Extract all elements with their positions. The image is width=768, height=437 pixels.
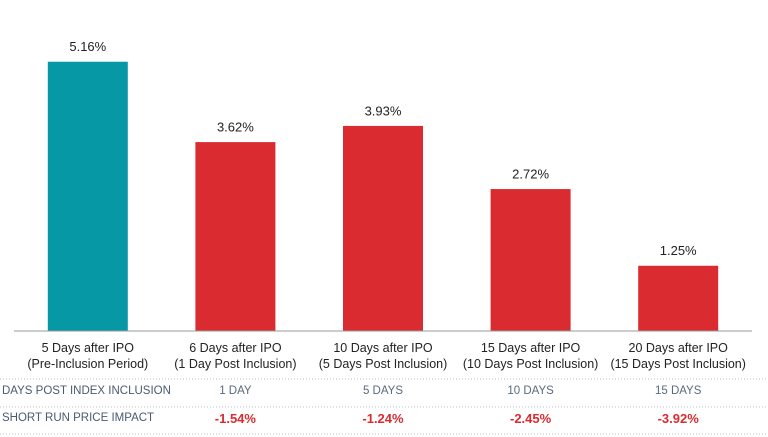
x-tick-label: 20 Days after IPO (15 Days Post Inclusio… <box>610 341 746 371</box>
value-label: 5.16% <box>69 39 106 54</box>
table-cell: 10 DAYS <box>507 385 554 397</box>
row-label: DAYS POST INDEX INCLUSION <box>2 385 171 397</box>
table-cell: 1 DAY <box>219 385 252 397</box>
table-cell: -1.54% <box>214 411 256 426</box>
value-label: 3.62% <box>217 120 254 135</box>
x-tick-label: 5 Days after IPO (Pre-Inclusion Period) <box>27 341 149 371</box>
table-cell: 15 DAYS <box>654 385 702 397</box>
bar <box>195 142 276 331</box>
x-tick-label: 10 Days after IPO (5 Days Post Inclusion… <box>318 341 448 371</box>
bar <box>343 125 423 332</box>
value-label: 3.93% <box>365 103 402 118</box>
value-label: 2.72% <box>512 167 549 182</box>
value-label: 1.25% <box>660 243 697 258</box>
bar <box>638 265 719 331</box>
table-cell: -1.24% <box>362 411 404 426</box>
table-cell: -3.92% <box>657 411 699 426</box>
bar <box>47 61 128 331</box>
table-cell: -2.45% <box>509 411 552 426</box>
bar <box>490 189 571 331</box>
row-label: SHORT RUN PRICE IMPACT <box>2 412 155 424</box>
x-tick-label: 15 Days after IPO (10 Days Post Inclusio… <box>462 341 599 371</box>
table-cell: 5 DAYS <box>362 385 404 397</box>
x-tick-label: 6 Days after IPO (1 Day Post Inclusion) <box>174 341 297 371</box>
